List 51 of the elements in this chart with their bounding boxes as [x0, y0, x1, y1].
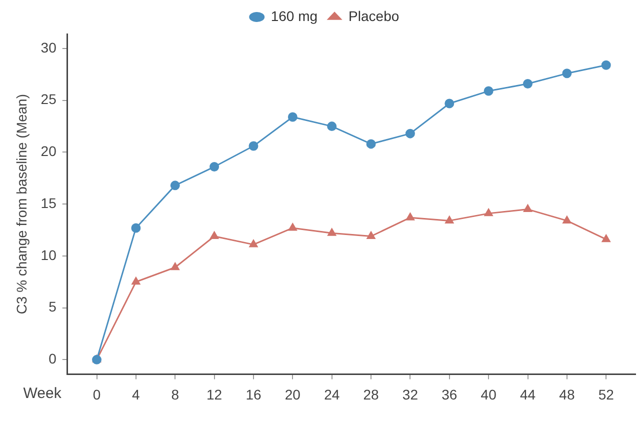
- point: [288, 112, 298, 122]
- point: [328, 228, 336, 236]
- point: [327, 122, 337, 132]
- x-tick-label: 32: [402, 386, 418, 402]
- point: [405, 128, 415, 138]
- y-tick-label: 30: [40, 39, 57, 56]
- x-tick-label: 8: [171, 386, 180, 402]
- point: [562, 68, 572, 78]
- point: [484, 208, 493, 216]
- point: [248, 141, 258, 151]
- y-tick-label: 15: [40, 194, 57, 211]
- point: [288, 223, 297, 231]
- point: [170, 262, 180, 270]
- x-tick-label: 12: [206, 386, 222, 402]
- legend-label: 160 mg: [270, 8, 318, 24]
- x-tick-label: 0: [92, 386, 101, 402]
- point: [523, 79, 532, 89]
- y-axis-title: C3 % change from baseline (Mean): [13, 94, 30, 314]
- y-tick-label: 5: [48, 298, 57, 315]
- point: [445, 216, 454, 224]
- point: [210, 162, 220, 172]
- x-tick-label: 16: [246, 386, 262, 402]
- x-tick-label: 20: [284, 386, 301, 402]
- x-tick-label: 24: [324, 386, 340, 402]
- point: [366, 232, 376, 240]
- point: [484, 86, 494, 96]
- y-tick-label: 0: [48, 350, 57, 367]
- y-tick-label: 10: [40, 246, 57, 263]
- x-tick-label: 4: [132, 386, 140, 402]
- point: [406, 212, 414, 220]
- y-tick-label: 25: [40, 91, 57, 108]
- point: [131, 223, 141, 233]
- y-tick-label: 20: [40, 143, 57, 160]
- x-axis-title: Week: [23, 384, 62, 402]
- x-tick-label: 52: [598, 386, 614, 402]
- point: [210, 232, 219, 240]
- point: [132, 277, 140, 285]
- point: [524, 204, 532, 212]
- point: [602, 234, 610, 242]
- x-tick-label: 28: [363, 386, 380, 402]
- point: [601, 60, 611, 70]
- point: [562, 216, 572, 224]
- point: [170, 180, 180, 190]
- point: [249, 240, 258, 248]
- x-tick-label: 44: [520, 386, 536, 402]
- x-tick-label: 48: [559, 386, 575, 402]
- x-tick-label: 36: [442, 386, 458, 402]
- x-tick-label: 40: [480, 386, 497, 402]
- point: [366, 139, 376, 149]
- point: [444, 98, 454, 108]
- legend-label: Placebo: [348, 8, 400, 24]
